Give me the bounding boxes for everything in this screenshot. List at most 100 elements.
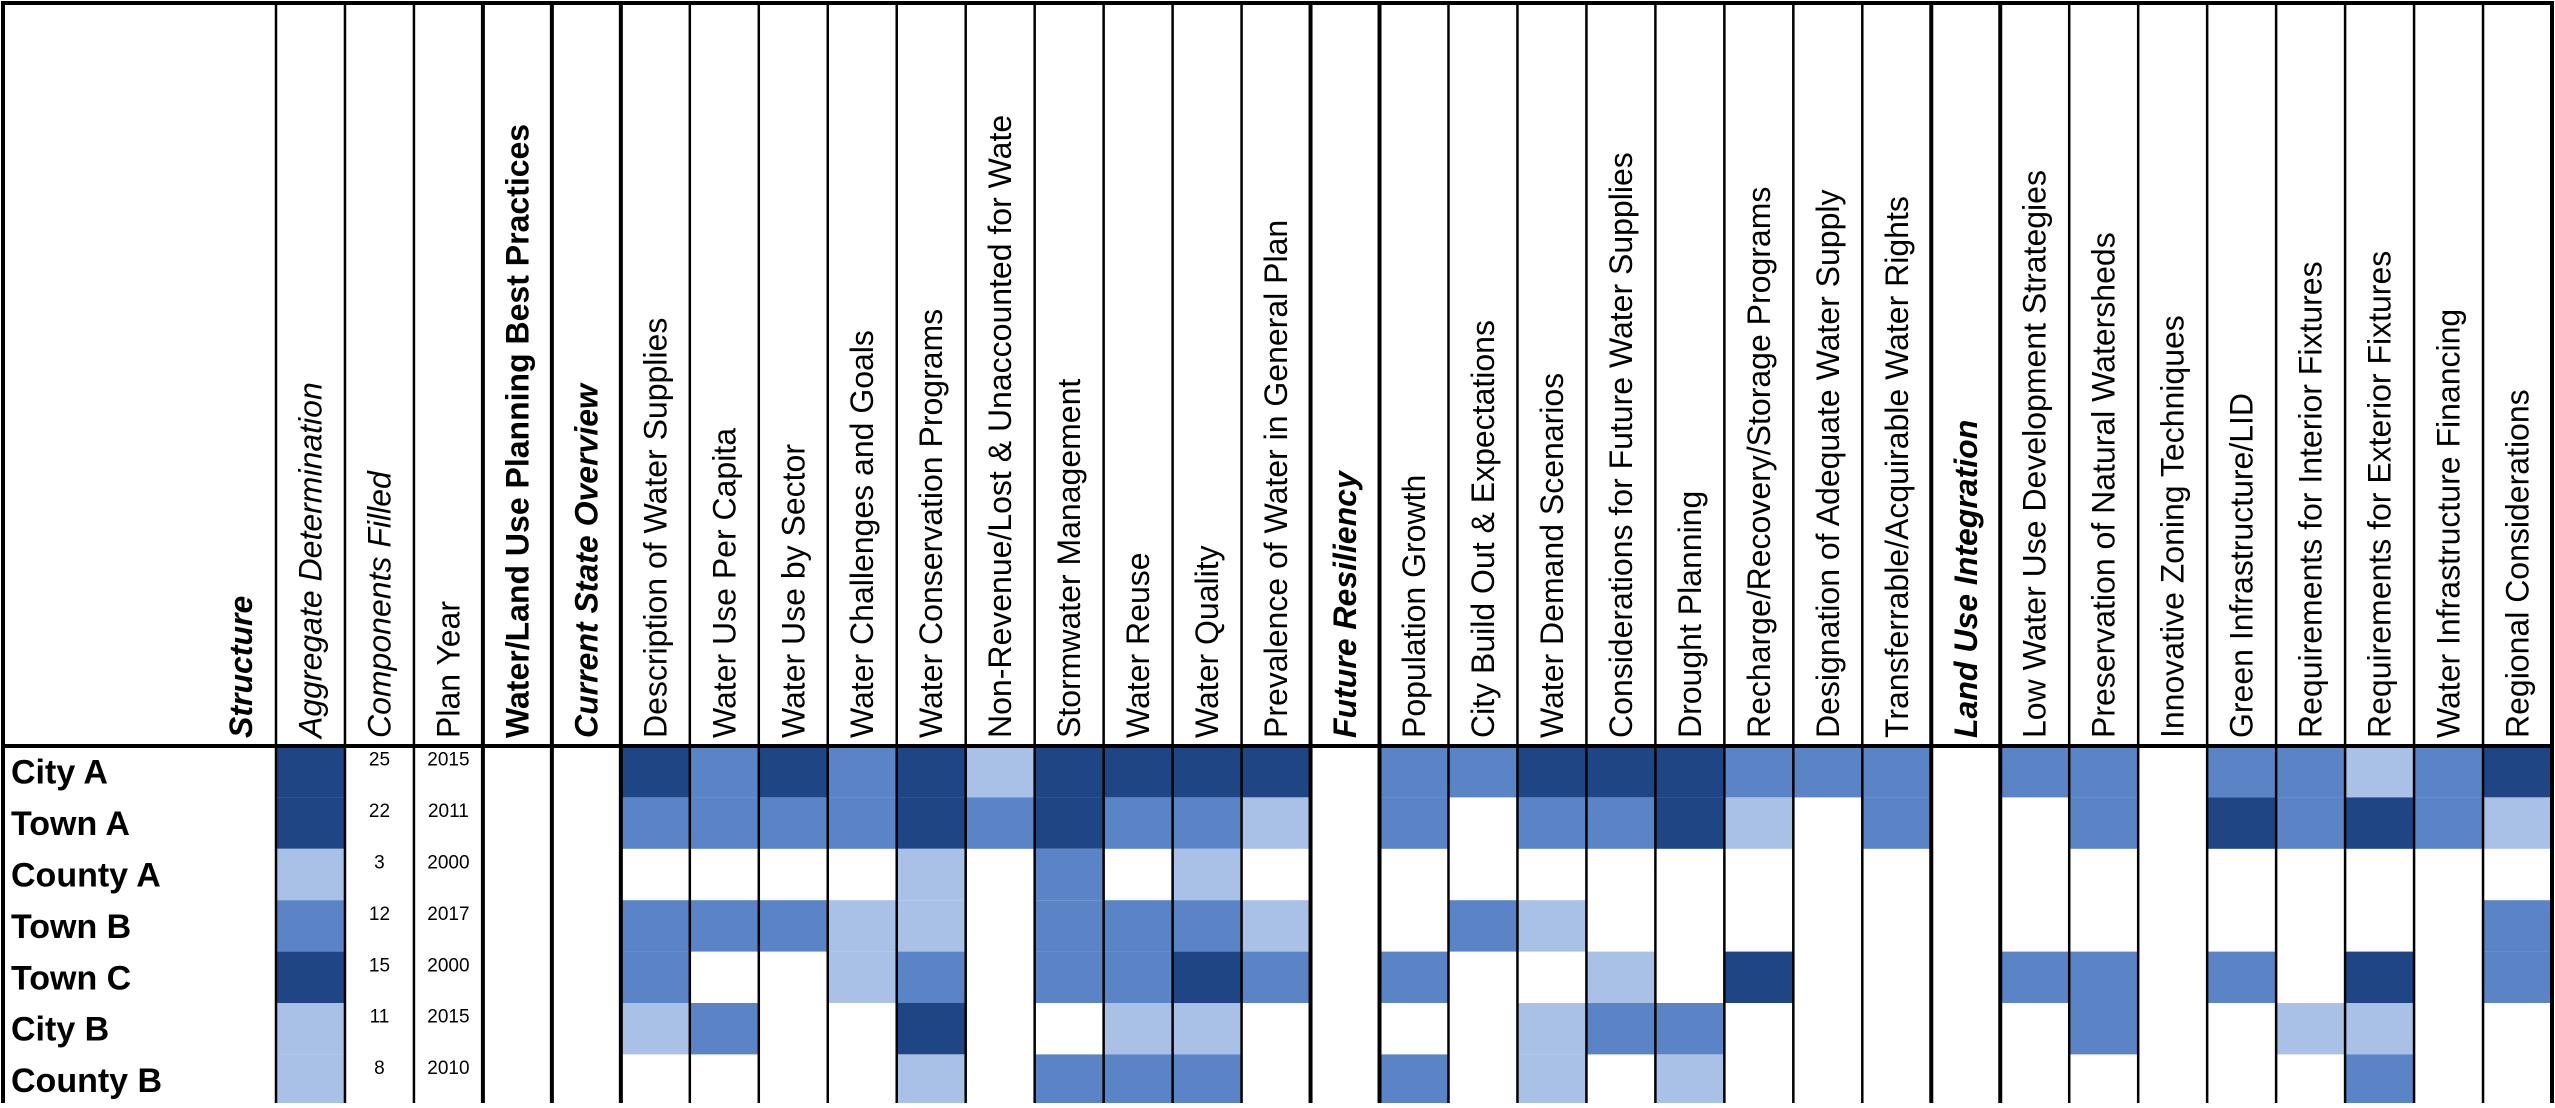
cell-town-c-population-growth: [1379, 951, 1449, 1003]
column-header-considerations-for-future-water-supplies: Considerations for Future Water Supplies: [1603, 152, 1639, 738]
cell-city-b-water-quality: [1172, 1003, 1242, 1055]
plan-year-town-b: 2017: [427, 904, 469, 925]
plan-year-county-a: 2000: [427, 853, 469, 874]
cell-city-b-water-demand-scenarios: [1517, 1003, 1587, 1055]
cell-town-a-water-conservation-programs: [896, 797, 966, 849]
cell-town-a-water-demand-scenarios: [1517, 797, 1587, 849]
labels-layer: Structure Aggregate Determination Componen…: [11, 115, 2536, 1100]
column-header-land-use-integration: Land Use Integration: [1948, 420, 1984, 738]
column-header-current-state-overview: Current State Overview: [568, 382, 604, 738]
column-header-recharge-recovery-storage-programs: Recharge/Recovery/Storage Programs: [1741, 187, 1777, 738]
cell-town-a-prevalence-of-water-in-general-plan: [1241, 797, 1311, 849]
cell-city-a-description-of-water-supplies: [620, 746, 690, 798]
cell-city-b-description-of-water-supplies: [620, 1003, 690, 1055]
cell-town-a-water-reuse: [1103, 797, 1173, 849]
cell-city-a-considerations-for-future-water-supplies: [1586, 746, 1656, 798]
column-header-water-use-by-sector: Water Use by Sector: [775, 444, 811, 738]
cell-city-a-transferrable-acquirable-water-rights: [1862, 746, 1932, 798]
cell-county-b-water-demand-scenarios: [1517, 1054, 1587, 1106]
cell-city-a-city-build-out-expectations: [1448, 746, 1518, 798]
cell-city-a-water-conservation-programs: [896, 746, 966, 798]
cell-city-a-regional-considerations: [2483, 746, 2552, 798]
cell-city-a-low-water-use-development-strategies: [2000, 746, 2070, 798]
column-header-population-growth: Population Growth: [1396, 475, 1432, 738]
cell-town-a-requirements-for-interior-fixtures: [2276, 797, 2346, 849]
cell-town-c-water-challenges-and-goals: [827, 951, 897, 1003]
cell-county-b-aggregate-determination: [276, 1054, 345, 1106]
cell-city-a-water-use-per-capita: [689, 746, 759, 798]
cell-city-a-drought-planning: [1655, 746, 1725, 798]
cell-town-b-water-challenges-and-goals: [827, 900, 897, 952]
cell-town-a-water-use-by-sector: [758, 797, 828, 849]
column-header-water-quality: Water Quality: [1189, 545, 1225, 738]
cell-city-b-requirements-for-interior-fixtures: [2276, 1003, 2346, 1055]
column-header-structure: Structure: [223, 596, 259, 738]
column-header-requirements-for-interior-fixtures: Requirements for Interior Fixtures: [2293, 261, 2329, 738]
column-header-city-build-out-expectations: City Build Out & Expectations: [1465, 320, 1501, 738]
cell-county-b-water-quality: [1172, 1054, 1242, 1106]
cell-county-a-aggregate-determination: [276, 848, 345, 901]
cell-town-a-preservation-of-natural-watersheds: [2069, 797, 2139, 849]
plan-year-town-c: 2000: [427, 955, 469, 976]
column-header-water-land-use-planning-best-practices: Water/Land Use Planning Best Practices: [499, 124, 535, 738]
cell-town-c-water-quality: [1172, 951, 1242, 1003]
cell-town-a-water-infrastructure-financing: [2414, 797, 2484, 849]
cell-town-c-low-water-use-development-strategies: [2000, 951, 2070, 1003]
column-header-aggregate-determination: Aggregate Determination: [292, 382, 328, 740]
column-header-water-demand-scenarios: Water Demand Scenarios: [1534, 373, 1570, 738]
cell-town-b-water-demand-scenarios: [1517, 900, 1587, 952]
column-header-stormwater-management: Stormwater Management: [1051, 379, 1087, 738]
cell-city-a-water-challenges-and-goals: [827, 746, 897, 798]
column-header-description-of-water-supplies: Description of Water Supplies: [637, 318, 673, 738]
cell-town-b-water-use-per-capita: [689, 900, 759, 952]
cell-town-b-prevalence-of-water-in-general-plan: [1241, 900, 1311, 952]
cell-town-b-aggregate-determination: [276, 900, 345, 952]
cell-town-a-aggregate-determination: [276, 797, 345, 849]
cell-city-a-water-infrastructure-financing: [2414, 746, 2484, 798]
cell-city-a-population-growth: [1379, 746, 1449, 798]
cell-county-a-water-conservation-programs: [896, 848, 966, 901]
column-header-plan-year: Plan Year: [430, 601, 466, 738]
cell-town-a-population-growth: [1379, 797, 1449, 849]
cell-town-c-aggregate-determination: [276, 951, 345, 1003]
cell-town-b-stormwater-management: [1034, 900, 1104, 952]
cell-town-c-description-of-water-supplies: [620, 951, 690, 1003]
cell-city-b-requirements-for-exterior-fixtures: [2345, 1003, 2415, 1055]
cell-town-a-water-quality: [1172, 797, 1242, 849]
cell-town-a-water-use-per-capita: [689, 797, 759, 849]
column-header-green-infrastructure-lid: Green Infrastructure/LID: [2224, 393, 2260, 738]
row-label-town-a: Town A: [11, 805, 130, 843]
cell-city-a-aggregate-determination: [276, 746, 345, 798]
cell-town-a-recharge-recovery-storage-programs: [1724, 797, 1794, 849]
column-header-water-reuse: Water Reuse: [1120, 552, 1156, 738]
cell-city-b-drought-planning: [1655, 1003, 1725, 1055]
cell-town-c-preservation-of-natural-watersheds: [2069, 951, 2139, 1003]
cell-town-c-recharge-recovery-storage-programs: [1724, 951, 1794, 1003]
column-header-prevalence-of-water-in-general-plan: Prevalence of Water in General Plan: [1258, 220, 1294, 738]
column-header-preservation-of-natural-watersheds: Preservation of Natural Watersheds: [2086, 232, 2122, 738]
cell-town-a-green-infrastructure-lid: [2207, 797, 2277, 849]
cell-county-a-stormwater-management: [1034, 848, 1104, 901]
cell-town-c-considerations-for-future-water-supplies: [1586, 951, 1656, 1003]
row-label-city-a: City A: [11, 754, 108, 792]
components-filled-town-a: 22: [369, 801, 390, 822]
cell-town-b-description-of-water-supplies: [620, 900, 690, 952]
cell-city-a-water-reuse: [1103, 746, 1173, 798]
cell-town-c-green-infrastructure-lid: [2207, 951, 2277, 1003]
column-header-future-resiliency: Future Resiliency: [1327, 469, 1363, 738]
row-label-city-b: City B: [11, 1011, 109, 1049]
cell-city-a-stormwater-management: [1034, 746, 1104, 798]
components-filled-county-b: 8: [374, 1058, 385, 1079]
cell-city-a-water-use-by-sector: [758, 746, 828, 798]
cell-town-b-water-use-by-sector: [758, 900, 828, 952]
cell-town-b-water-conservation-programs: [896, 900, 966, 952]
column-header-regional-considerations: Regional Considerations: [2500, 389, 2536, 738]
cell-town-a-description-of-water-supplies: [620, 797, 690, 849]
column-header-components-filled: Components Filled: [361, 470, 397, 738]
column-header-innovative-zoning-techniques: Innovative Zoning Techniques: [2155, 315, 2191, 738]
cell-town-a-requirements-for-exterior-fixtures: [2345, 797, 2415, 849]
cell-town-a-water-challenges-and-goals: [827, 797, 897, 849]
row-label-county-b: County B: [11, 1062, 162, 1100]
cell-city-a-requirements-for-exterior-fixtures: [2345, 746, 2415, 798]
